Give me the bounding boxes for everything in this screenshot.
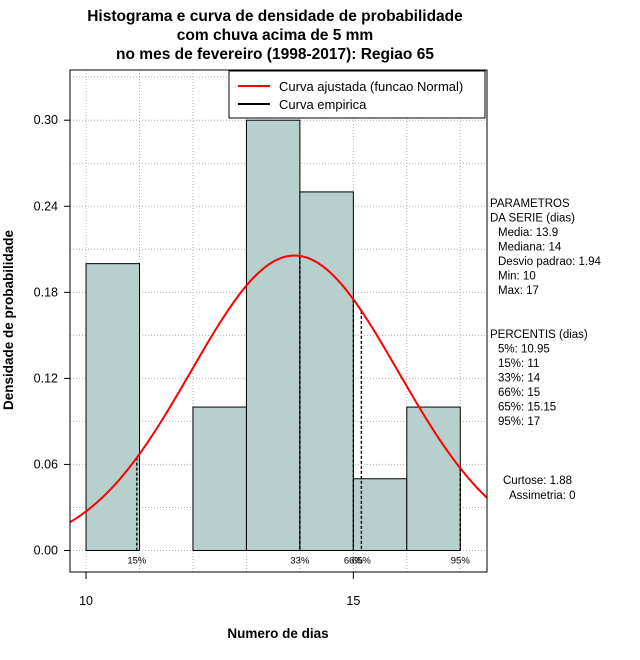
side-panel-line: 66%: 15	[498, 387, 540, 399]
x-tick-label: 15	[346, 594, 360, 608]
y-axis: 0.00 0.06 0.12 0.18 0.24 0.30	[34, 113, 70, 557]
percentile-label: 33%	[290, 555, 310, 566]
side-panel-line: 65%: 15.15	[498, 402, 556, 414]
y-tick-label: 0.18	[34, 285, 58, 299]
side-panel-line: 15%: 11	[498, 358, 539, 370]
histogram-bar	[192, 406, 247, 551]
side-panel-line: 33%: 14	[498, 373, 541, 385]
y-tick-label: 0.30	[34, 113, 58, 127]
percentile-lines: 15% 33% 66%65% 95%	[127, 255, 471, 566]
x-axis-label: Numero de dias	[227, 626, 328, 641]
histogram-bar	[85, 263, 140, 551]
histogram-bar	[352, 478, 408, 551]
side-panel-line: PARAMETROS	[490, 198, 570, 210]
normal-curve-line	[69, 254, 488, 524]
y-tick-label: 0.06	[34, 457, 58, 471]
legend: Curva ajustada (funcao Normal) Curva emp…	[228, 70, 486, 119]
percentile-label: 65%	[352, 555, 372, 566]
side-panel-line: Min: 10	[498, 271, 536, 283]
y-tick-label: 0.24	[34, 199, 58, 213]
side-panel-line: DA SERIE (dias)	[490, 213, 575, 225]
histogram-bar	[299, 191, 354, 551]
side-panel-line: PERCENTIS (dias)	[490, 329, 588, 341]
title-line-2: com chuva acima de 5 mm	[177, 27, 373, 44]
legend-label-empirical: Curva empirica	[279, 97, 367, 112]
legend-label-normal: Curva ajustada (funcao Normal)	[279, 79, 463, 94]
title-line-3: no mes de fevereiro (1998-2017): Regiao …	[116, 46, 434, 63]
percentile-label: 66%	[344, 555, 364, 566]
side-panel-percentiles: PERCENTIS (dias) 5%: 10.95 15%: 11 33%: 14 6…	[490, 329, 588, 428]
legend-box	[228, 70, 486, 119]
side-panel-line: Max: 17	[498, 285, 539, 297]
side-panel-line: Desvio padrao: 1.94	[498, 256, 602, 268]
histogram-bar	[245, 119, 301, 551]
percentile-label: 95%	[451, 555, 471, 566]
y-axis-label: Densidade de probabilidade	[1, 229, 16, 410]
x-tick-label: 10	[79, 594, 93, 608]
side-panel-line: 5%: 10.95	[498, 344, 550, 356]
x-axis: 10 15	[79, 571, 360, 608]
side-panel-parameters: PARAMETROS DA SERIE (dias) Media: 13.9 Medi…	[490, 198, 602, 297]
side-panel-line: 95%: 17	[498, 416, 540, 428]
side-panel-line: Media: 13.9	[498, 227, 558, 239]
histogram-bars	[85, 119, 461, 551]
side-panel-shape: Curtose: 1.88 Assimetria: 0	[503, 475, 575, 502]
y-tick-label: 0.12	[34, 371, 58, 385]
percentile-label: 15%	[127, 555, 147, 566]
side-panel-line: Curtose: 1.88	[503, 475, 572, 487]
y-tick-label: 0.00	[34, 543, 58, 557]
chart-title: Histograma e curva de densidade de proba…	[87, 8, 463, 63]
side-panel-line: Mediana: 14	[498, 242, 562, 254]
title-line-1: Histograma e curva de densidade de proba…	[87, 8, 463, 25]
side-panel-line: Assimetria: 0	[509, 490, 575, 502]
